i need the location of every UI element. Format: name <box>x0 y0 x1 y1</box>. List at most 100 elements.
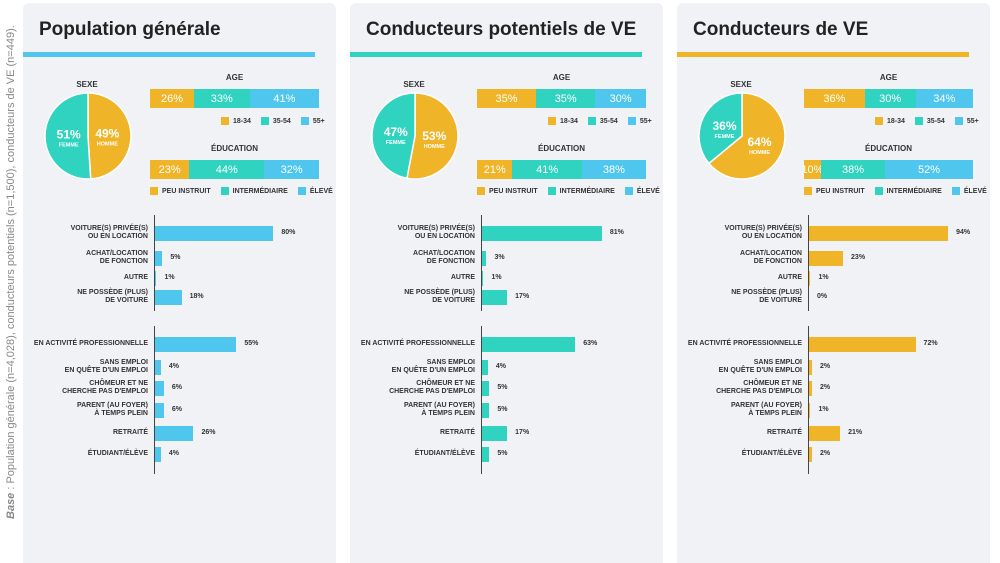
sexe-pie: 49%HOMME 51%FEMME <box>44 92 132 180</box>
age-segment: 26% <box>150 89 194 108</box>
base-note-text: : Population générale (n=4,028), conduct… <box>5 25 17 493</box>
panel-3: Conducteurs de VE SEXE 64% HOMME 36% FEMME AGE… <box>677 3 990 563</box>
age-stacked-bar: 35% 35% 30% <box>477 89 646 108</box>
vehicle-value-label: 80% <box>281 229 296 236</box>
pie-value-femme: 36% <box>712 119 736 133</box>
pie-label-homme: HOMME <box>97 141 118 147</box>
age-label: AGE <box>225 73 244 82</box>
legend-swatch <box>874 187 883 195</box>
age-legend-item: 55+ <box>954 117 979 125</box>
vehicle-bar <box>482 270 484 286</box>
employment-bar <box>155 446 161 462</box>
employment-bar <box>482 446 490 462</box>
vehicle-axis <box>154 215 155 311</box>
vehicle-value-label: 1% <box>164 274 175 281</box>
pie-label-femme: FEMME <box>386 140 406 146</box>
vehicle-category-line: NE POSSÈDE (PLUS) <box>404 289 475 296</box>
vehicle-category-label: VOITURE(S) PRIVÉE(S) OU EN LOCATION <box>357 225 475 241</box>
vehicle-value-label: 81% <box>609 229 624 236</box>
age-label: AGE <box>552 73 571 82</box>
employment-value-label: 6% <box>171 384 182 391</box>
employment-bar <box>809 380 812 396</box>
vehicle-bar <box>809 225 949 241</box>
legend-swatch <box>547 187 556 195</box>
legend-text: INTERMÉDIAIRE <box>886 187 942 195</box>
employment-category-label: SANS EMPLOI EN QUÊTE D'UN EMPLOI <box>30 359 148 375</box>
education-stacked-bar: 10%38%52% <box>804 160 973 179</box>
age-legend-item: 55+ <box>300 117 325 125</box>
employment-category-label: PARENT (AU FOYER) À TEMPS PLEIN <box>357 402 475 418</box>
legend-text: ÉLEVÉ <box>309 187 333 195</box>
base-note-label: Base <box>5 492 17 519</box>
age-legend: 18-34 35-54 55+ <box>875 117 989 125</box>
employment-category-label: SANS EMPLOI EN QUÊTE D'UN EMPLOI <box>357 359 475 375</box>
pie-value-femme: 51% <box>57 128 81 142</box>
vehicle-category-label: ACHAT/LOCATION DE FONCTION <box>30 250 148 266</box>
vehicle-category-label: AUTRE <box>357 274 475 282</box>
employment-category-line: CHÔMEUR ET NE <box>416 380 475 387</box>
age-legend-item: 18-34 <box>548 117 578 125</box>
vehicle-category-line: DE VOITURE <box>105 297 148 304</box>
vehicle-bar <box>809 270 811 286</box>
age-segment: 41% <box>249 89 319 108</box>
age-segment: 35% <box>536 89 596 108</box>
age-label: AGE <box>879 73 898 82</box>
vehicle-category-line: NE POSSÈDE (PLUS) <box>77 289 148 296</box>
legend-text: 35-54 <box>926 117 945 125</box>
vehicle-category-line: ACHAT/LOCATION <box>413 250 475 257</box>
education-stacked-bar: 21% 41% 38% <box>477 160 646 179</box>
vehicle-category-label: NE POSSÈDE (PLUS) DE VOITURE <box>684 289 802 305</box>
legend-text: PEU INSTRUIT <box>489 187 538 195</box>
employment-category-label: RETRAITÉ <box>357 429 475 437</box>
employment-value-label: 72% <box>923 340 938 347</box>
employment-value-label: 2% <box>819 450 831 457</box>
employment-axis <box>808 326 809 474</box>
education-legend-item: ÉLEVÉ <box>297 187 333 195</box>
age-legend: 18-34 35-54 55+ <box>221 117 335 125</box>
employment-category-line: RETRAITÉ <box>440 429 475 436</box>
employment-category-line: CHERCHE PAS D'EMPLOI <box>389 388 475 395</box>
pie-slice-homme <box>707 92 786 180</box>
vehicle-bar <box>482 289 508 305</box>
vehicle-bar <box>155 270 157 286</box>
age-stacked-bar: 36% 30% 34% <box>804 89 973 108</box>
employment-category-line: ÉTUDIANT/ÉLÈVE <box>87 450 148 457</box>
vehicle-category-line: AUTRE <box>777 274 802 281</box>
employment-bar <box>155 359 161 375</box>
vehicle-category-line: ACHAT/LOCATION <box>86 250 148 257</box>
education-label: ÉDUCATION <box>538 144 585 153</box>
employment-category-label: SANS EMPLOI EN QUÊTE D'UN EMPLOI <box>684 359 802 375</box>
employment-category-line: RETRAITÉ <box>113 429 148 436</box>
vehicle-category-line: ACHAT/LOCATION <box>740 250 802 257</box>
vehicle-category-line: DE FONCTION <box>753 258 802 265</box>
employment-category-line: CHERCHE PAS D'EMPLOI <box>716 388 802 395</box>
employment-category-line: SANS EMPLOI <box>426 359 475 366</box>
age-legend-item: 35-54 <box>587 117 618 125</box>
age-legend-item: 18-34 <box>875 117 905 125</box>
legend-text: 35-54 <box>272 117 291 125</box>
employment-category-line: ÉTUDIANT/ÉLÈVE <box>741 450 802 457</box>
education-segment: 38% <box>581 160 646 179</box>
employment-category-line: EN QUÊTE D'UN EMPLOI <box>718 367 802 374</box>
vehicle-category-line: VOITURE(S) PRIVÉE(S) <box>397 225 475 232</box>
legend-swatch <box>954 117 963 125</box>
employment-category-label: PARENT (AU FOYER) À TEMPS PLEIN <box>684 402 802 418</box>
age-segment: 30% <box>595 89 646 108</box>
vehicle-category-line: NE POSSÈDE (PLUS) <box>731 289 802 296</box>
education-legend-item: PEU INSTRUIT <box>477 187 538 195</box>
vehicle-value-label: 1% <box>491 274 502 281</box>
employment-value-label: 1% <box>818 406 829 413</box>
vehicle-category-label: ACHAT/LOCATION DE FONCTION <box>684 250 802 266</box>
employment-category-line: SANS EMPLOI <box>753 359 802 366</box>
vehicle-bar <box>482 225 602 241</box>
employment-bar <box>155 425 194 441</box>
legend-text: INTERMÉDIAIRE <box>232 187 288 195</box>
legend-text: PEU INSTRUIT <box>816 187 865 195</box>
vehicle-category-line: OU EN LOCATION <box>414 233 475 240</box>
vehicle-bar <box>155 289 182 305</box>
employment-value-label: 4% <box>495 363 507 370</box>
legend-text: INTERMÉDIAIRE <box>559 187 615 195</box>
sexe-pie: 64%HOMME 36%FEMME <box>698 92 786 180</box>
employment-bar <box>155 380 164 396</box>
education-legend-item: ÉLEVÉ <box>951 187 987 195</box>
